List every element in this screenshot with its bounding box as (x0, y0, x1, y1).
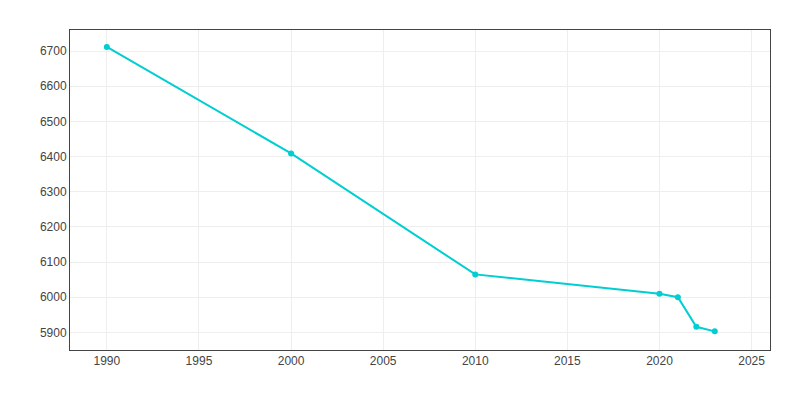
svg-text:2010: 2010 (462, 354, 489, 368)
svg-text:2020: 2020 (646, 354, 673, 368)
svg-text:6300: 6300 (40, 185, 67, 199)
svg-text:6700: 6700 (40, 44, 67, 58)
svg-text:6400: 6400 (40, 150, 67, 164)
svg-text:6600: 6600 (40, 79, 67, 93)
svg-text:2025: 2025 (738, 354, 765, 368)
svg-text:1995: 1995 (186, 354, 213, 368)
svg-text:2015: 2015 (554, 354, 581, 368)
svg-text:6100: 6100 (40, 255, 67, 269)
svg-text:1990: 1990 (93, 354, 120, 368)
svg-text:5900: 5900 (40, 326, 67, 340)
svg-text:2000: 2000 (278, 354, 305, 368)
svg-text:6200: 6200 (40, 220, 67, 234)
svg-text:2005: 2005 (370, 354, 397, 368)
svg-text:6000: 6000 (40, 290, 67, 304)
svg-text:6500: 6500 (40, 115, 67, 129)
